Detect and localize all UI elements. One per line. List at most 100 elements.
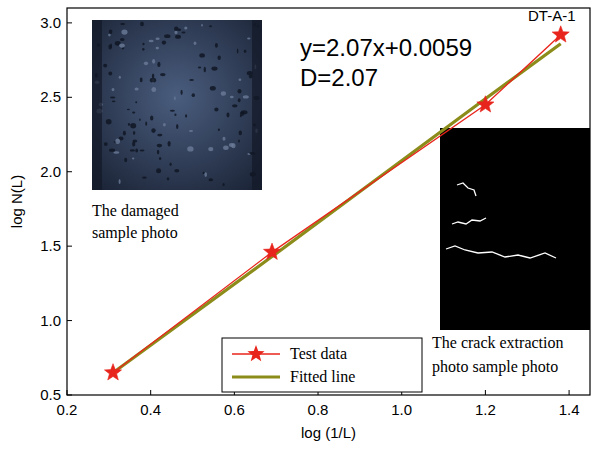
photo-spot — [187, 146, 193, 151]
photo-spot — [121, 29, 127, 34]
photo-spot — [120, 23, 125, 25]
photo-spot — [232, 104, 238, 107]
photo-spot — [194, 42, 197, 45]
photo-spot — [184, 26, 187, 29]
y-tick — [67, 395, 72, 396]
photo-spot — [156, 37, 160, 40]
photo-spot — [103, 64, 107, 68]
y-axis-title: log N(L) — [8, 175, 25, 228]
photo-spot — [142, 43, 144, 45]
photo-spot — [209, 25, 212, 27]
photo-spot — [119, 179, 121, 184]
photo-spot — [132, 112, 135, 114]
photo-spot — [157, 62, 160, 67]
x-tick — [569, 390, 570, 395]
photo-spot — [239, 79, 242, 82]
photo-spot — [163, 123, 166, 126]
photo-spot — [229, 143, 234, 147]
photo-spot — [156, 47, 159, 50]
photo-spot — [119, 76, 121, 79]
photo-spot — [182, 31, 186, 33]
photo-spot — [128, 123, 130, 126]
photo-edge — [92, 20, 102, 190]
legend-box — [222, 338, 422, 392]
photo-spot — [113, 151, 119, 154]
photo-spot — [133, 139, 138, 142]
photo-spot — [106, 119, 112, 124]
y-tick-label: 2.0 — [40, 163, 61, 180]
photo-spot — [112, 101, 116, 103]
data-point — [477, 96, 494, 112]
photo-spot — [230, 96, 234, 99]
chart: 0.20.40.60.81.01.21.40.51.01.52.02.53.0l… — [0, 0, 598, 455]
photo-spot — [247, 38, 250, 40]
series-line — [113, 44, 561, 373]
photo-spot — [157, 144, 163, 148]
photo-spot — [218, 56, 221, 60]
photo-spot — [112, 88, 115, 91]
photo-spot — [175, 31, 178, 35]
damaged-photo — [92, 20, 262, 190]
photo-spot — [174, 169, 179, 172]
photo-spot — [198, 66, 201, 68]
legend-label: Test data — [290, 345, 347, 362]
photo-spot — [150, 115, 153, 120]
photo-spot — [244, 49, 247, 53]
photo-edge — [252, 20, 262, 190]
legend-label: Fitted line — [290, 368, 355, 385]
photo-spot — [218, 129, 220, 131]
data-point — [104, 364, 121, 380]
crack-photo — [440, 128, 590, 330]
photo-spot — [223, 137, 226, 141]
photo-spot — [238, 89, 242, 93]
series-line — [113, 35, 561, 373]
photo-spot — [156, 168, 161, 173]
crack-line — [446, 246, 556, 258]
y-tick — [67, 97, 72, 98]
photo-spot — [240, 112, 244, 117]
photo-spot — [152, 59, 155, 64]
photo-spot — [227, 113, 230, 118]
x-tick-label: 0.2 — [57, 401, 78, 418]
photo-spot — [204, 172, 207, 177]
photo-spot — [211, 67, 217, 71]
photo-spot — [157, 150, 159, 155]
photo-spot — [162, 41, 166, 45]
photo-background — [92, 20, 262, 190]
crack-line — [457, 183, 476, 196]
photo-spot — [133, 131, 135, 135]
x-tick — [485, 390, 486, 395]
y-tick-label: 3.0 — [40, 14, 61, 31]
data-point — [552, 26, 569, 42]
photo-spot — [159, 157, 161, 160]
photo-spot — [204, 67, 206, 73]
photo-spot — [238, 98, 241, 102]
photo-spot — [237, 49, 239, 54]
photo-spot — [142, 177, 147, 179]
photo-spot — [115, 139, 120, 144]
photo-spot — [130, 149, 135, 151]
y-tick-label: 1.5 — [40, 237, 61, 254]
photo-spot — [123, 131, 126, 136]
photo-spot — [192, 93, 195, 97]
photo-spot — [110, 43, 112, 48]
x-tick-label: 1.2 — [475, 401, 496, 418]
photo-spot — [108, 44, 111, 49]
photo-spot — [140, 150, 145, 152]
x-tick-label: 0.4 — [140, 401, 161, 418]
x-tick — [67, 390, 68, 395]
photo-spot — [208, 147, 213, 151]
photo-spot — [132, 158, 134, 160]
photo-spot — [130, 123, 136, 128]
photo-spot — [140, 22, 144, 26]
x-axis-title: log (1/L) — [301, 424, 356, 441]
photo-spot — [175, 35, 181, 39]
photo-spot — [181, 90, 183, 95]
y-tick — [67, 246, 72, 247]
y-tick — [67, 320, 72, 321]
plot-frame — [67, 8, 590, 395]
x-tick-label: 1.0 — [391, 401, 412, 418]
photo-spot — [221, 91, 226, 96]
equation: y=2.07x+0.0059 — [300, 34, 472, 61]
photo-spot — [170, 110, 175, 112]
